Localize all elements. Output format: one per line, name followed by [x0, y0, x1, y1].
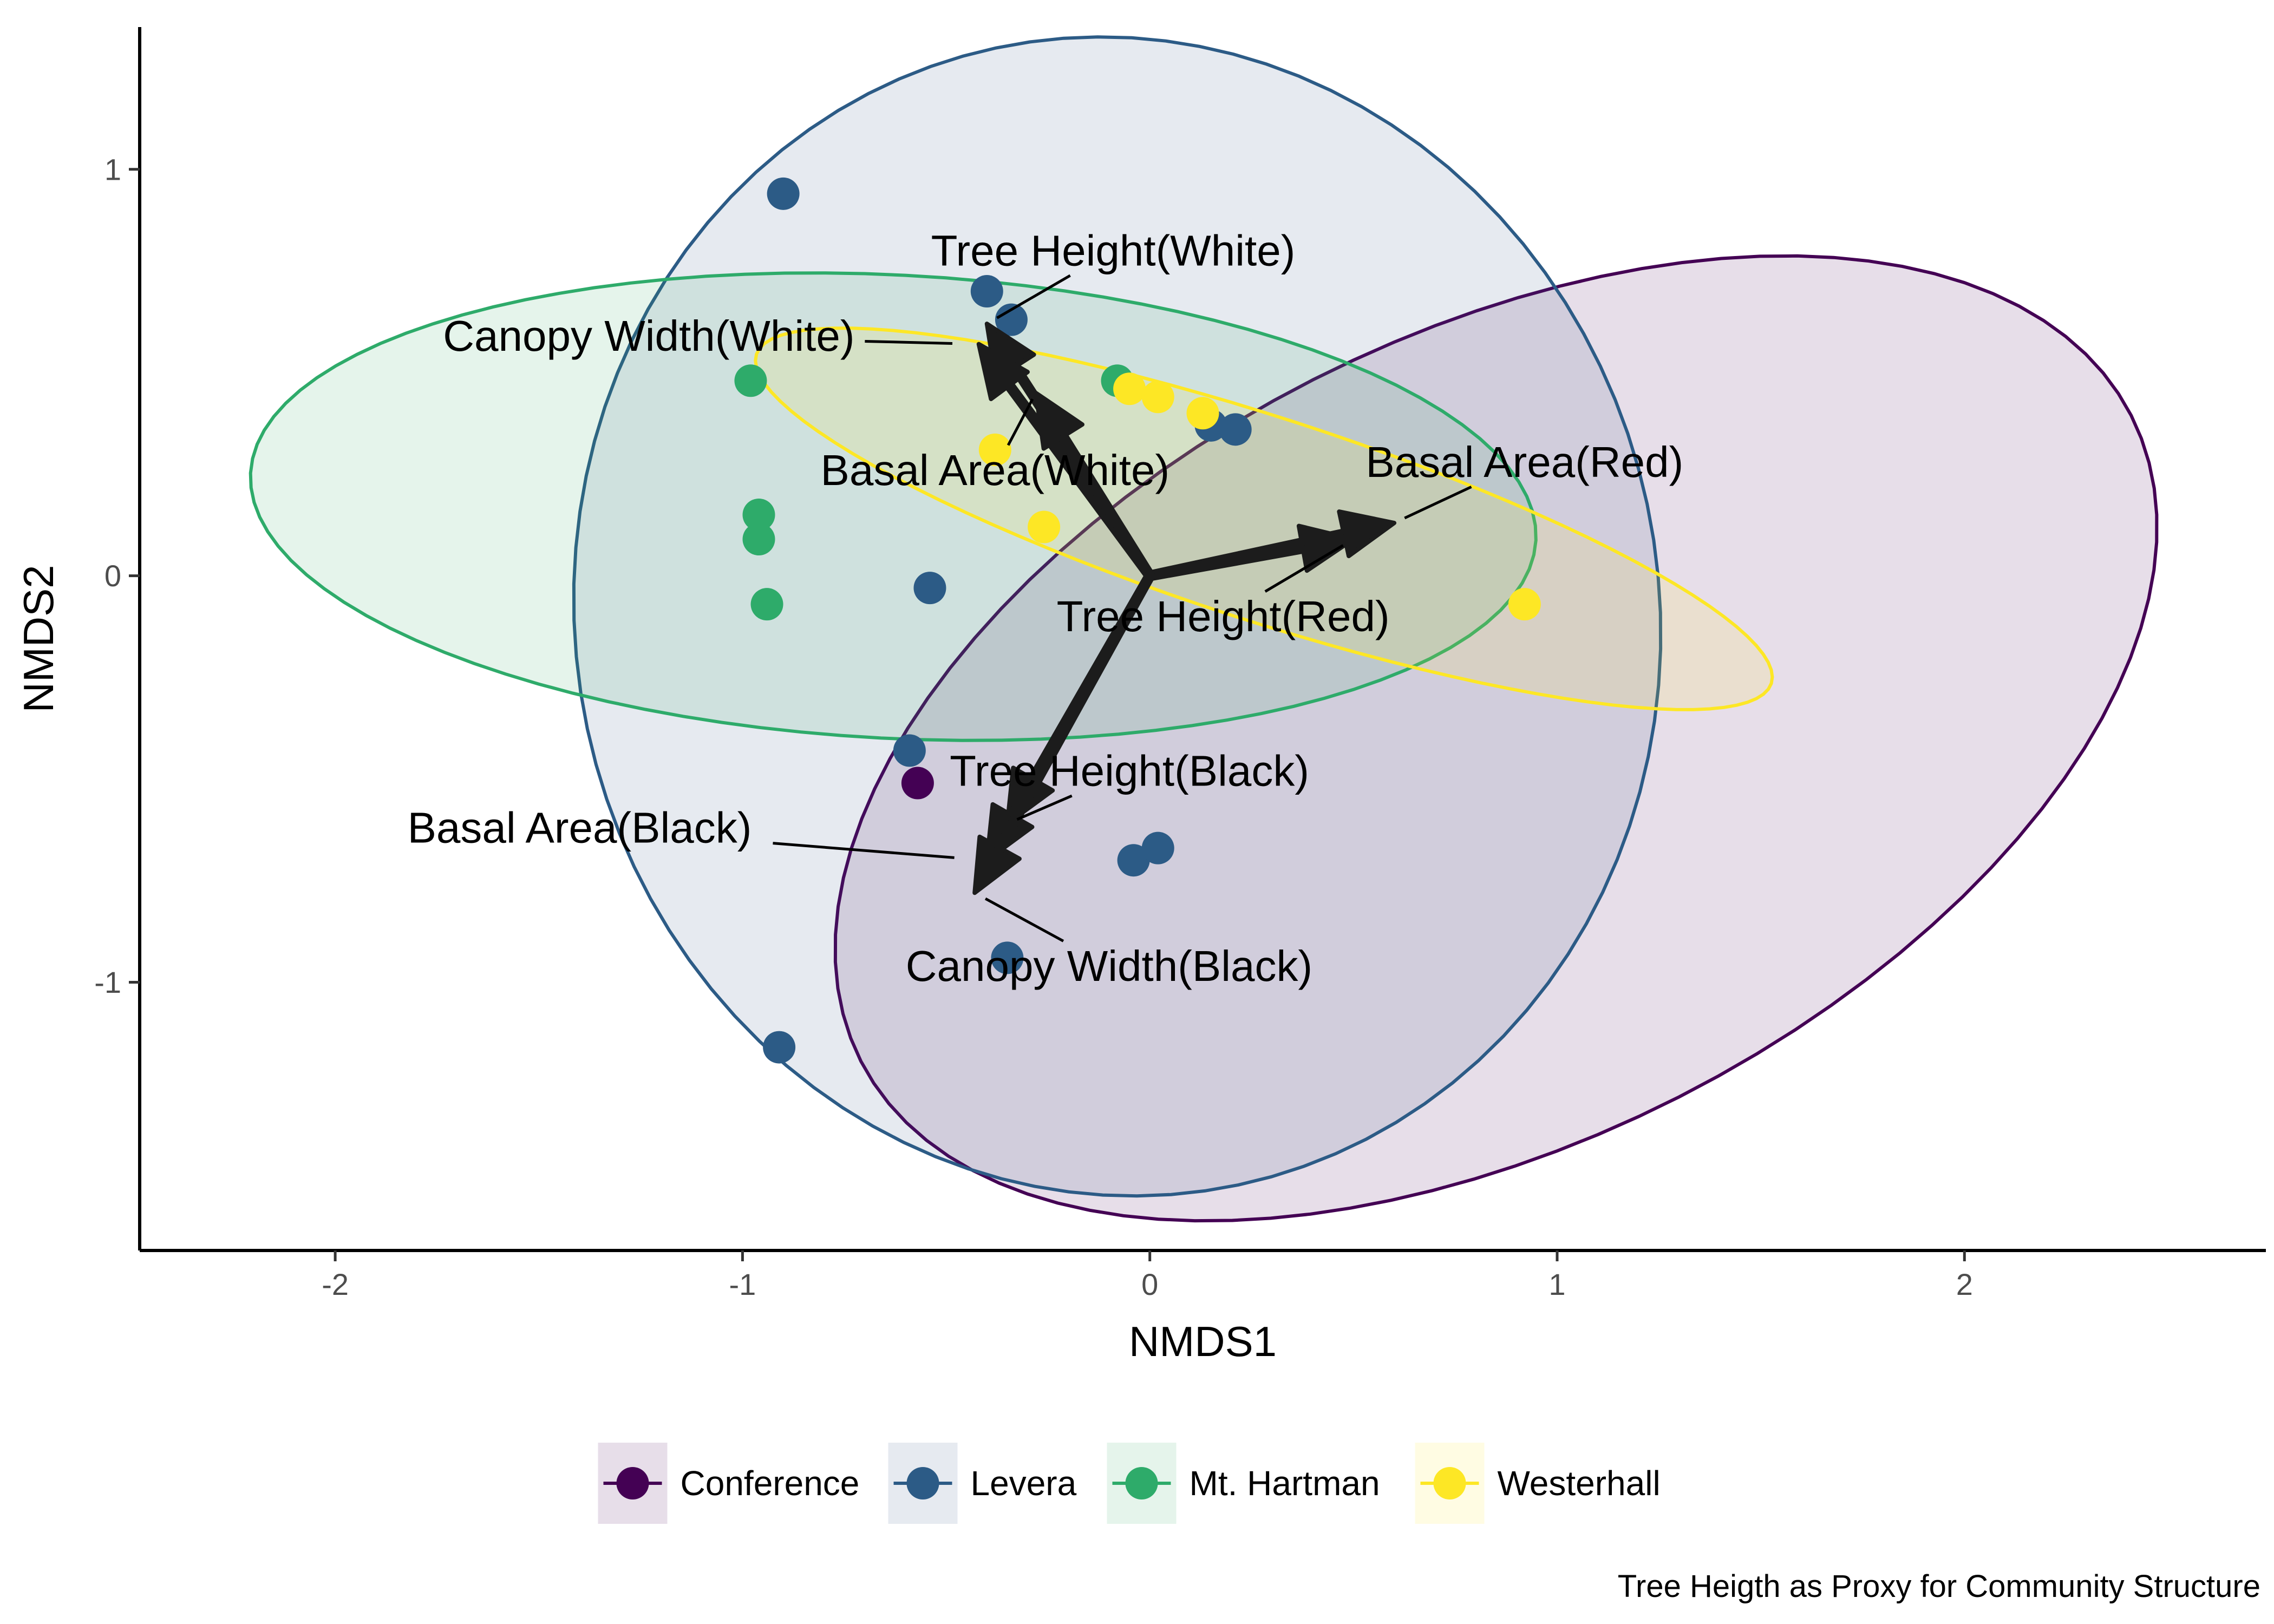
- data-point: [1117, 844, 1150, 877]
- y-tick-label: 0: [104, 559, 121, 593]
- data-point: [763, 1031, 796, 1064]
- data-point: [991, 941, 1024, 974]
- data-point: [1113, 372, 1146, 405]
- legend-swatch: [906, 1467, 939, 1499]
- x-axis-title: NMDS1: [1129, 1318, 1277, 1365]
- legend-label: Mt. Hartman: [1190, 1464, 1380, 1503]
- data-point: [750, 588, 783, 621]
- vector-label: Basal Area(White): [820, 446, 1169, 494]
- data-point: [1186, 397, 1219, 430]
- data-point: [734, 364, 767, 397]
- vector-label: Canopy Width(Black): [906, 942, 1312, 990]
- points-layer: [734, 177, 1541, 1064]
- vector-labels-layer: Tree Height(White) Canopy Width(White) Bas…: [408, 226, 1684, 990]
- x-tick-label: 1: [1548, 1267, 1565, 1301]
- x-tick-label: -2: [322, 1267, 349, 1301]
- data-point: [970, 275, 1003, 308]
- y-ticks: -1 0 1: [94, 152, 140, 999]
- vectors-layer: [972, 322, 1397, 895]
- data-point: [742, 498, 775, 531]
- ellipse-mt-hartman: [249, 271, 1538, 742]
- data-point: [767, 177, 800, 210]
- legend: Conference Levera Mt. Hartman Westerhall: [598, 1443, 1661, 1524]
- data-point: [901, 767, 934, 800]
- x-tick-label: 0: [1141, 1267, 1158, 1301]
- vector-label: Canopy Width(White): [443, 312, 854, 360]
- label-leader-line: [984, 897, 1064, 942]
- label-leader-line: [1007, 398, 1034, 446]
- legend-label: Conference: [681, 1464, 860, 1503]
- vector-label: Tree Height(White): [931, 226, 1296, 274]
- axes-layer: -2 -1 0 1 2 -1 0 1 NMDS1 NMDS2: [15, 27, 2266, 1365]
- label-leader-line: [1404, 486, 1472, 520]
- x-ticks: -2 -1 0 1 2: [322, 1250, 1973, 1301]
- data-point: [742, 523, 775, 556]
- data-point: [995, 303, 1028, 336]
- legend-item: Westerhall: [1415, 1443, 1661, 1524]
- legend-label: Levera: [971, 1464, 1077, 1503]
- legend-item: Mt. Hartman: [1107, 1443, 1380, 1524]
- legend-item: Conference: [598, 1443, 860, 1524]
- vector-arrow: [972, 570, 1155, 895]
- data-point: [1508, 588, 1541, 621]
- legend-label: Westerhall: [1498, 1464, 1661, 1503]
- label-leader-line: [996, 274, 1071, 319]
- vector-arrow: [1144, 523, 1356, 581]
- vector-arrow: [1034, 390, 1155, 581]
- data-point: [893, 734, 926, 767]
- legend-item: Levera: [888, 1443, 1077, 1524]
- label-leader-line: [773, 842, 955, 859]
- x-tick-label: 2: [1956, 1267, 1973, 1301]
- vector-label: Tree Height(Red): [1057, 592, 1390, 640]
- data-point: [913, 572, 946, 605]
- legend-swatch: [616, 1467, 649, 1499]
- y-tick-label: 1: [104, 152, 121, 186]
- vector-label: Basal Area(Red): [1365, 438, 1683, 486]
- ellipses-layer: [249, 35, 2159, 1223]
- vector-label: Basal Area(Black): [408, 804, 752, 852]
- legend-swatch: [1433, 1467, 1466, 1499]
- label-leader-line: [865, 339, 953, 345]
- data-point: [978, 433, 1011, 466]
- data-point: [1141, 381, 1174, 414]
- data-point: [1141, 831, 1174, 865]
- data-point: [1028, 510, 1061, 543]
- data-point: [1219, 413, 1252, 446]
- label-leader-line: [1264, 544, 1344, 593]
- y-tick-label: -1: [94, 965, 121, 999]
- ellipse-conference: [833, 254, 2159, 1223]
- label-leader-line: [1016, 794, 1073, 821]
- x-tick-label: -1: [729, 1267, 756, 1301]
- chart-caption: Tree Heigth as Proxy for Community Struc…: [1618, 1569, 2260, 1604]
- vector-label: Tree Height(Black): [950, 747, 1309, 795]
- legend-swatch: [1125, 1467, 1158, 1499]
- y-axis-title: NMDS2: [15, 565, 62, 712]
